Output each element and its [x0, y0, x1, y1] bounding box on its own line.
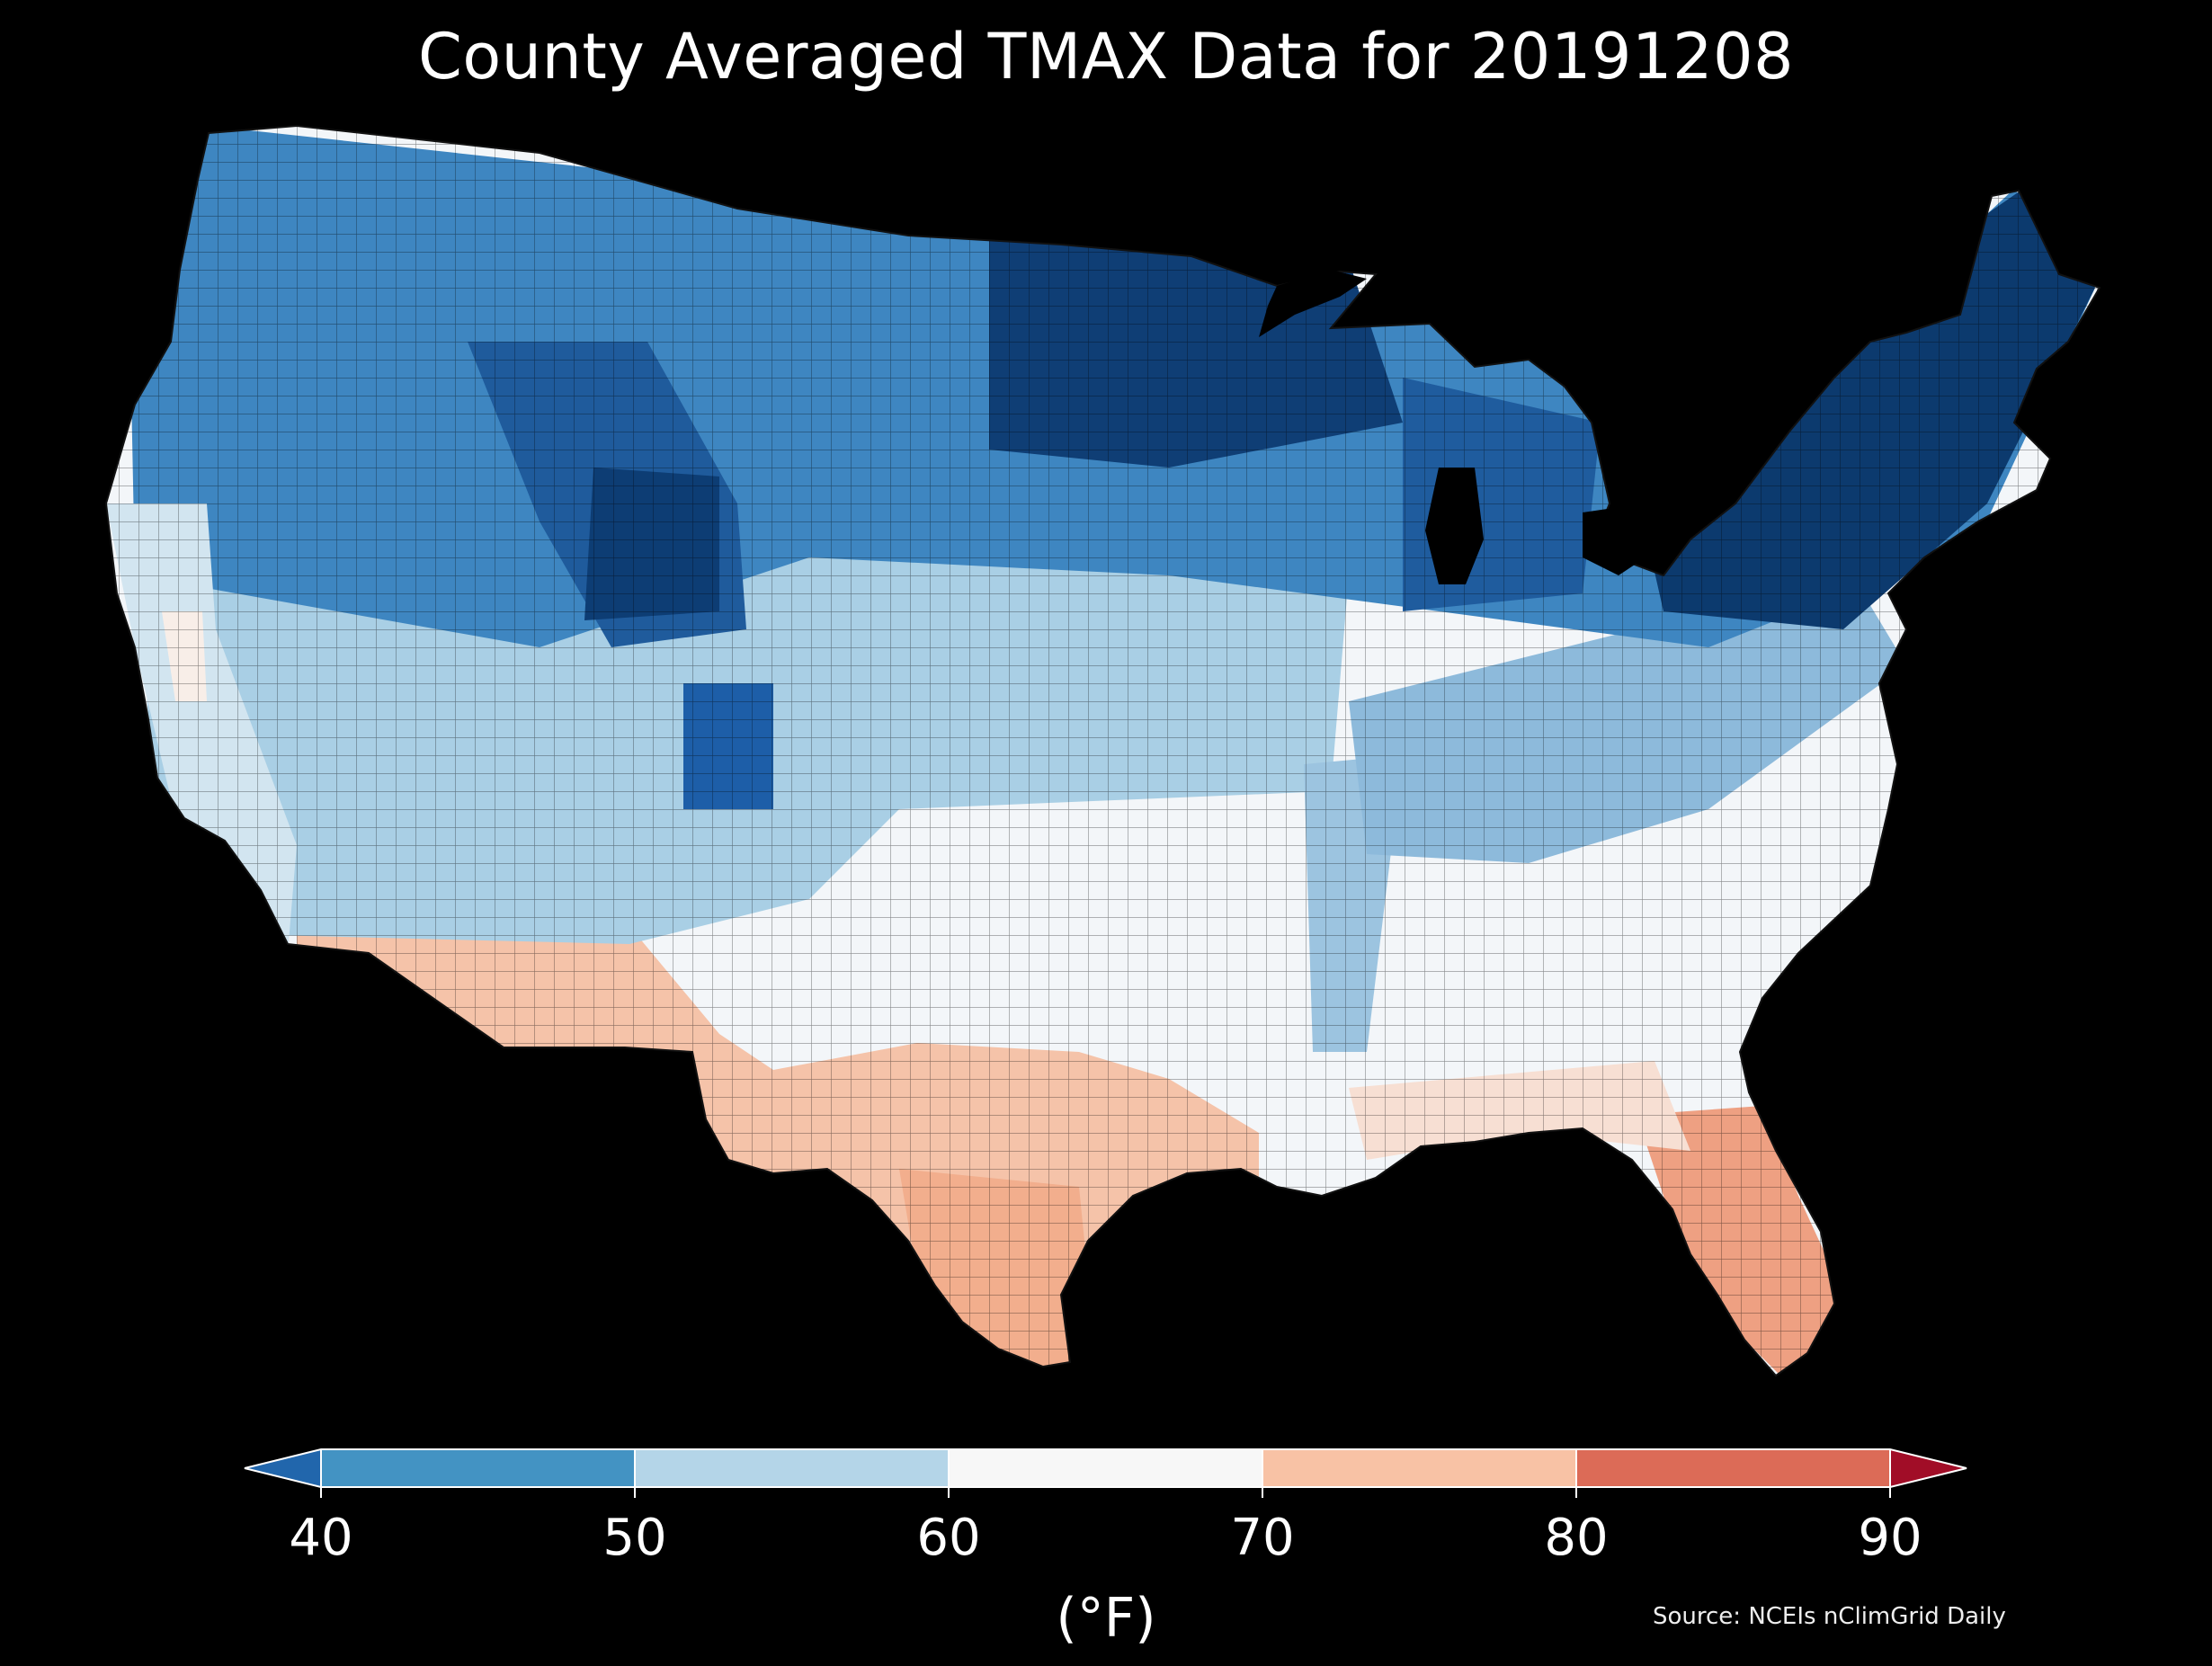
colorbar-tick-label: 60: [916, 1509, 981, 1567]
colorbar-bin-60-70: [949, 1449, 1262, 1487]
colorbar-tick-label: 70: [1230, 1509, 1295, 1567]
colorbar-bin-70-80: [1262, 1449, 1576, 1487]
colorbar-bin-40-50: [321, 1449, 635, 1487]
lake-michigan: [1425, 468, 1484, 584]
lake-erie-huron: [1583, 503, 1672, 575]
colorbar-bin-lt40: [245, 1449, 321, 1487]
colorbar-tick-label: 40: [289, 1509, 353, 1567]
colorbar-tick-label: 50: [602, 1509, 667, 1567]
colorbar-unit-label: (°F): [1056, 1587, 1156, 1650]
map-title: County Averaged TMAX Data for 20191208: [417, 20, 1795, 94]
colorbar-bin-gt90: [1890, 1449, 1967, 1487]
source-label: Source: NCEIs nClimGrid Daily: [1653, 1603, 2006, 1630]
colorbar-bin-80-90: [1576, 1449, 1890, 1487]
lake-superior: [1259, 270, 1367, 337]
colorbar-bin-50-60: [635, 1449, 949, 1487]
colorbar-tick-label: 90: [1858, 1509, 1922, 1567]
colorbar-tick-label: 80: [1544, 1509, 1609, 1567]
